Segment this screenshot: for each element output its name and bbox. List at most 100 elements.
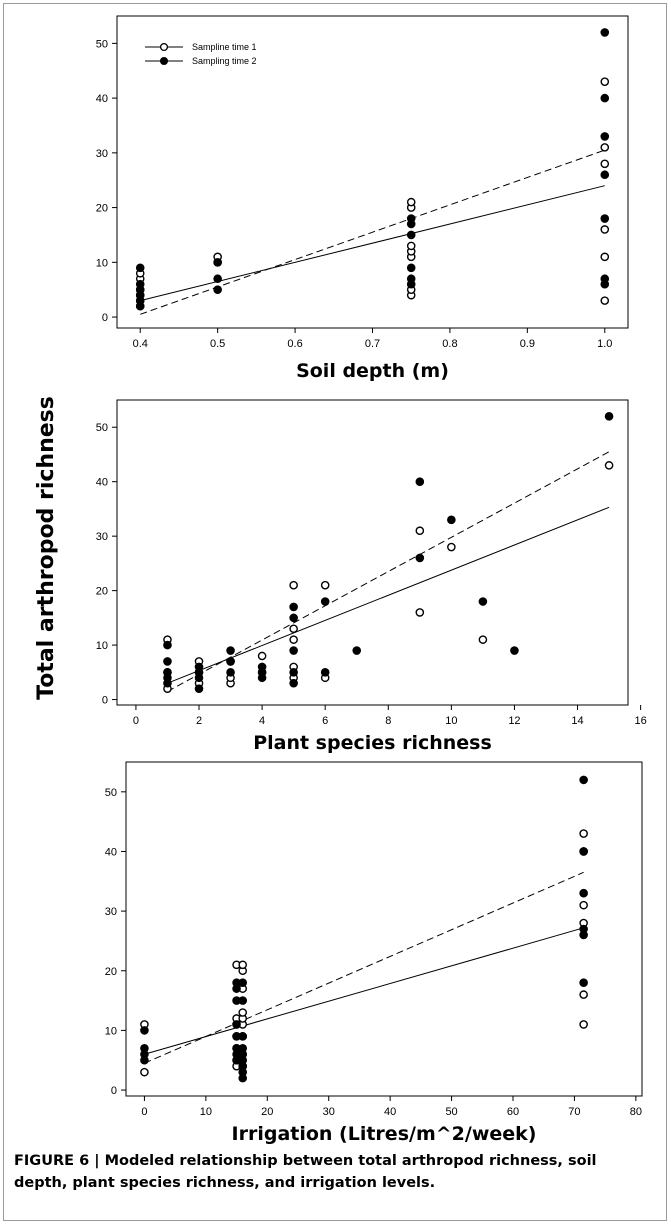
x-tick-label: 0 bbox=[133, 715, 139, 727]
x-tick-label: 50 bbox=[445, 1106, 457, 1118]
data-point-time-1 bbox=[600, 77, 610, 86]
y-tick-label: 40 bbox=[105, 846, 117, 858]
plot-area-irrigation bbox=[125, 761, 643, 1097]
data-point-time-2 bbox=[415, 553, 425, 563]
data-point-time-2 bbox=[135, 263, 145, 273]
data-point-time-2 bbox=[320, 668, 330, 677]
x-tick-label: 60 bbox=[507, 1106, 519, 1118]
figure-frame bbox=[3, 3, 667, 1221]
x-tick-label: 0.9 bbox=[520, 338, 535, 350]
data-point-time-2 bbox=[604, 412, 614, 421]
data-point-time-1 bbox=[238, 960, 248, 970]
data-point-time-2 bbox=[510, 646, 519, 655]
data-point-time-2 bbox=[579, 847, 588, 856]
shared-y-axis-label: Total arthropod richness bbox=[34, 396, 59, 700]
panel-irrigation: 0 10 20 30 40 50 0 10 20 30 40 50 60 70 80 Irrigation (… bbox=[105, 761, 643, 1145]
y-tick-label: 20 bbox=[96, 586, 108, 598]
y-tick-label: 10 bbox=[105, 1025, 117, 1037]
data-point-time-1 bbox=[478, 635, 488, 644]
y-tick-label: 50 bbox=[96, 38, 108, 50]
y-tick-label: 0 bbox=[102, 312, 108, 324]
data-point-time-2 bbox=[320, 597, 330, 606]
fit-line-series-1 bbox=[140, 185, 605, 302]
data-point-time-2 bbox=[415, 477, 425, 486]
data-point-time-2 bbox=[163, 657, 172, 666]
data-point-time-2 bbox=[257, 662, 267, 672]
data-point-time-2 bbox=[289, 602, 298, 612]
data-point-time-2 bbox=[600, 214, 610, 223]
data-point-time-2 bbox=[194, 684, 204, 693]
data-point-time-1 bbox=[600, 296, 610, 305]
data-point-time-2 bbox=[289, 646, 298, 655]
x-tick-label: 4 bbox=[259, 715, 265, 727]
y-tick-label: 10 bbox=[96, 257, 108, 269]
data-point-time-1 bbox=[579, 1020, 588, 1029]
x-tick-label: 0.7 bbox=[365, 338, 380, 350]
data-point-time-2 bbox=[600, 93, 610, 103]
x-tick-label: 2 bbox=[196, 715, 202, 727]
y-tick-label: 30 bbox=[96, 148, 108, 160]
x-tick-label: 12 bbox=[508, 715, 520, 727]
x-tick-label: 10 bbox=[200, 1106, 212, 1118]
x-tick-label: 0 bbox=[141, 1106, 147, 1118]
data-point-time-2 bbox=[579, 924, 588, 934]
data-point-time-1 bbox=[289, 580, 298, 590]
data-point-time-1 bbox=[600, 159, 610, 169]
plot-area-plant-richness bbox=[116, 399, 629, 706]
x-tick-label: 10 bbox=[445, 715, 457, 727]
y-tick-label: 30 bbox=[96, 531, 108, 543]
legend-label-series-1: Sampline time 1 bbox=[192, 42, 257, 52]
fit-line-series-1 bbox=[144, 927, 584, 1055]
x-axis-title: Soil depth (m) bbox=[296, 360, 449, 382]
data-point-time-1 bbox=[579, 900, 588, 910]
data-point-time-2 bbox=[194, 662, 204, 672]
data-point-time-2 bbox=[478, 597, 488, 606]
data-point-time-2 bbox=[232, 1020, 241, 1029]
y-tick-label: 50 bbox=[96, 422, 108, 434]
fit-line-series-2 bbox=[140, 149, 605, 315]
fit-line-series-1 bbox=[167, 506, 610, 684]
y-tick-label: 30 bbox=[105, 906, 117, 918]
y-tick-label: 0 bbox=[102, 695, 108, 707]
data-point-time-2 bbox=[140, 1043, 149, 1053]
panel-plant-species-richness: 0 10 20 30 40 50 0 2 4 6 8 10 12 14 16 Plant species ri… bbox=[96, 399, 647, 754]
x-tick-label: 1.0 bbox=[597, 338, 612, 350]
data-point-time-2 bbox=[238, 996, 248, 1005]
data-point-time-1 bbox=[600, 143, 610, 152]
legend-marker-series-1 bbox=[159, 42, 169, 52]
data-point-time-2 bbox=[289, 613, 298, 623]
data-point-time-2 bbox=[600, 28, 610, 37]
x-tick-label: 20 bbox=[261, 1106, 273, 1118]
x-tick-label: 30 bbox=[323, 1106, 335, 1118]
data-point-time-1 bbox=[579, 829, 588, 838]
data-point-time-2 bbox=[600, 274, 610, 284]
data-point-time-1 bbox=[447, 542, 456, 552]
data-point-time-2 bbox=[238, 1032, 248, 1041]
data-point-time-1 bbox=[320, 580, 330, 590]
legend-label-series-2: Sampling time 2 bbox=[192, 56, 257, 66]
data-point-time-1 bbox=[406, 241, 416, 251]
y-tick-label: 50 bbox=[105, 787, 117, 799]
data-point-time-2 bbox=[406, 230, 416, 240]
legend-marker-series-2 bbox=[159, 56, 169, 66]
y-tick-label: 20 bbox=[105, 966, 117, 978]
data-point-time-2 bbox=[140, 1026, 149, 1035]
data-point-time-2 bbox=[579, 775, 588, 785]
data-point-time-2 bbox=[600, 170, 610, 180]
data-point-time-2 bbox=[600, 132, 610, 141]
x-tick-label: 0.5 bbox=[210, 338, 225, 350]
figure-caption: FIGURE 6 | Modeled relationship between … bbox=[14, 1153, 597, 1191]
y-tick-label: 10 bbox=[96, 640, 108, 652]
x-tick-label: 8 bbox=[385, 715, 391, 727]
y-tick-label: 40 bbox=[96, 477, 108, 489]
data-point-time-2 bbox=[238, 978, 248, 987]
data-point-time-1 bbox=[238, 1008, 248, 1017]
data-point-time-1 bbox=[289, 635, 298, 644]
data-point-time-2 bbox=[406, 214, 416, 223]
data-point-time-2 bbox=[406, 263, 416, 273]
data-point-time-2 bbox=[226, 668, 235, 677]
data-point-time-2 bbox=[213, 258, 222, 267]
x-tick-label: 70 bbox=[568, 1106, 580, 1118]
data-point-time-1 bbox=[415, 608, 425, 617]
